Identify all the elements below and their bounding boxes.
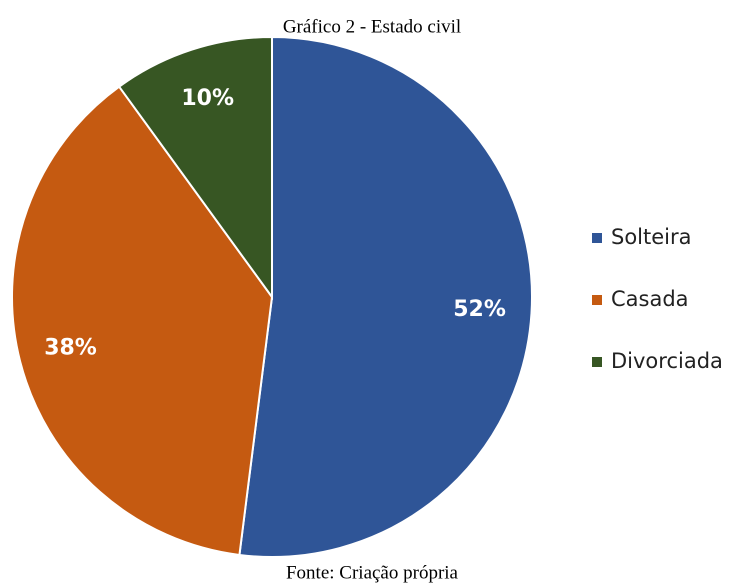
data-label: 52% — [453, 297, 506, 322]
data-label: 38% — [44, 336, 97, 361]
chart-title: Gráfico 2 - Estado civil — [283, 16, 461, 37]
legend-label: Solteira — [611, 225, 692, 249]
legend-label: Divorciada — [611, 349, 723, 373]
legend-swatch — [592, 357, 602, 367]
legend-swatch — [592, 233, 602, 243]
legend-label: Casada — [611, 287, 689, 311]
chart-footer: Fonte: Criação própria — [286, 562, 459, 583]
data-label: 10% — [181, 86, 234, 111]
pie-slice — [238, 35, 533, 558]
pie-slice — [117, 35, 273, 301]
pie-slice — [11, 85, 274, 557]
legend-swatch — [592, 295, 602, 305]
